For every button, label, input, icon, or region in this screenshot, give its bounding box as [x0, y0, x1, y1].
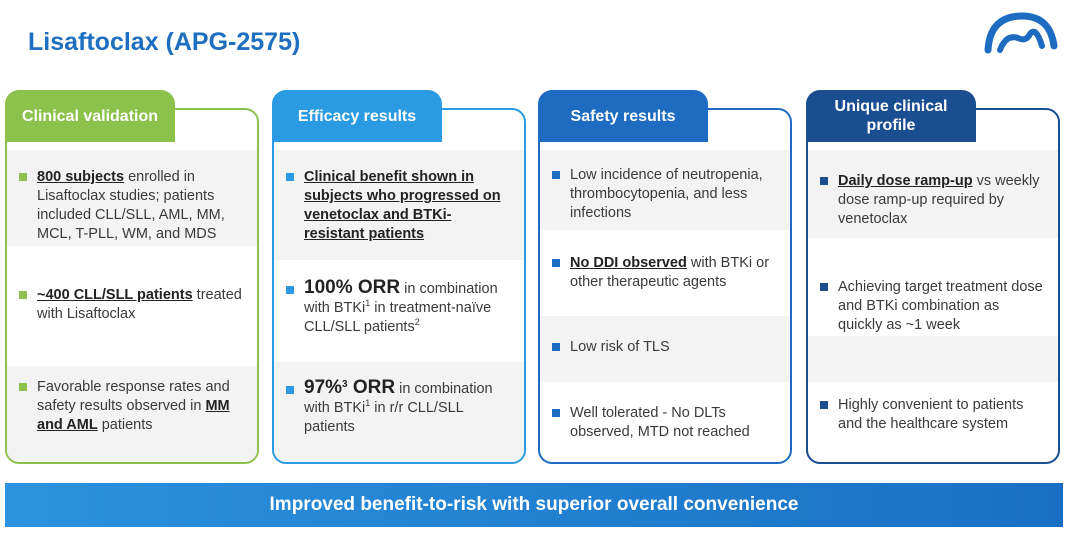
- clinical-validation-panel: 800 subjects enrolled in Lisaftoclax stu…: [5, 90, 259, 464]
- footnote: 1: [365, 298, 371, 309]
- safety-results-panel: Low incidence of neutropenia, thrombocyt…: [538, 90, 792, 464]
- list-item: Achieving target treatment dose and BTKi…: [808, 278, 1058, 335]
- panel-header: Clinical validation: [5, 90, 175, 142]
- list-item: Well tolerated - No DLTs observed, MTD n…: [540, 404, 790, 442]
- panel-header: Unique clinical profile: [806, 90, 976, 142]
- item-text: Low risk of TLS: [570, 339, 670, 355]
- orr-label: ORR: [347, 377, 396, 398]
- panel-header: Efficacy results: [272, 90, 442, 142]
- list-item: 800 subjects enrolled in Lisaftoclax stu…: [7, 168, 257, 244]
- list-item: Highly convenient to patients and the he…: [808, 396, 1058, 434]
- list-item: Favorable response rates and safety resu…: [7, 378, 257, 435]
- list-item: Clinical benefit shown in subjects who p…: [274, 168, 524, 244]
- orr-value: 97%: [304, 377, 343, 398]
- bullet-icon: [820, 283, 828, 291]
- list-item: Low risk of TLS: [540, 338, 790, 357]
- item-text: enrolled in Lisaftoclax studies; patient…: [37, 169, 225, 242]
- item-text: Favorable response rates and safety resu…: [37, 379, 230, 414]
- efficacy-results-panel: Clinical benefit shown in subjects who p…: [272, 90, 526, 464]
- bullet-icon: [19, 291, 27, 299]
- item-text: patients: [97, 417, 153, 433]
- bullet-icon: [820, 401, 828, 409]
- item-bold-text: MM and AML: [37, 398, 230, 433]
- list-item: ~400 CLL/SLL patients treated with Lisaf…: [7, 286, 257, 324]
- item-text: in combination with BTKi: [304, 381, 493, 416]
- unique-clinical-profile-panel: Daily dose ramp-up vs weekly dose ramp-u…: [806, 90, 1060, 464]
- item-bold-text: Daily dose ramp-up: [838, 173, 973, 189]
- list-item: 97%3 ORR in combination with BTKi1 in r/…: [274, 378, 524, 437]
- bullet-icon: [552, 409, 560, 417]
- item-text: with BTKi or other therapeutic agents: [570, 255, 770, 290]
- bullet-icon: [19, 173, 27, 181]
- bullet-icon: [820, 177, 828, 185]
- bullet-icon: [552, 343, 560, 351]
- list-item: No DDI observed with BTKi or other thera…: [540, 254, 790, 292]
- list-item: Daily dose ramp-up vs weekly dose ramp-u…: [808, 172, 1058, 229]
- summary-banner: Improved benefit-to-risk with superior o…: [5, 483, 1063, 527]
- footnote: 1: [365, 398, 371, 409]
- list-item: Low incidence of neutropenia, thrombocyt…: [540, 166, 790, 223]
- item-text: treated with Lisaftoclax: [37, 287, 242, 322]
- item-text: Well tolerated - No DLTs observed, MTD n…: [570, 405, 750, 440]
- bullet-icon: [552, 171, 560, 179]
- footnote: 2: [414, 317, 420, 328]
- item-text: Highly convenient to patients and the he…: [838, 397, 1024, 432]
- item-bold-text: 800 subjects: [37, 169, 125, 185]
- bullet-icon: [286, 286, 294, 294]
- orr-value: 100% ORR: [304, 277, 401, 298]
- item-text: in r/r CLL/SLL patients: [304, 400, 464, 435]
- item-bold-text: No DDI observed: [570, 255, 687, 271]
- panel-header: Safety results: [538, 90, 708, 142]
- bullet-icon: [552, 259, 560, 267]
- item-text: Low incidence of neutropenia, thrombocyt…: [570, 167, 763, 221]
- item-text: vs weekly dose ramp-up required by venet…: [838, 173, 1040, 227]
- bullet-icon: [286, 173, 294, 181]
- list-item: 100% ORR in combination with BTKi1 in tr…: [274, 278, 524, 337]
- item-text: in treatment-naïve CLL/SLL patients: [304, 300, 492, 335]
- bullet-icon: [286, 386, 294, 394]
- item-bold-text: Clinical benefit shown in subjects who p…: [304, 169, 501, 242]
- footnote: 3: [342, 379, 348, 391]
- bullet-icon: [19, 383, 27, 391]
- page-title: Lisaftoclax (APG-2575): [28, 28, 301, 56]
- company-logo-icon: [984, 12, 1058, 54]
- item-text: Achieving target treatment dose and BTKi…: [838, 279, 1043, 333]
- item-bold-text: ~400 CLL/SLL patients: [37, 287, 193, 303]
- item-text: in combination with BTKi: [304, 281, 498, 316]
